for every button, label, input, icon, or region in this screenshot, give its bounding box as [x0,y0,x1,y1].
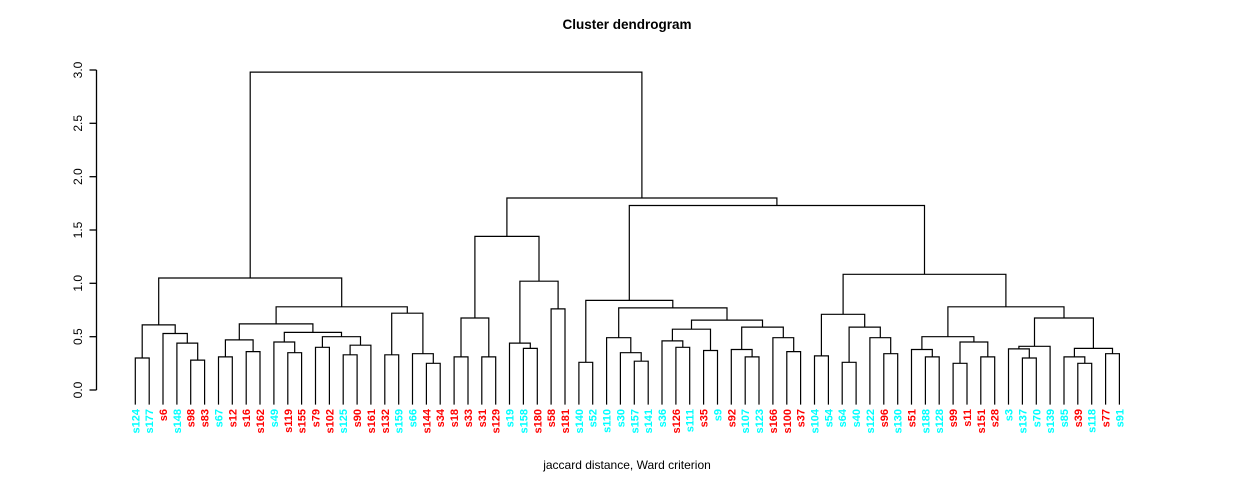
leaf-label: s180 [532,409,544,433]
leaf-label: s83 [200,409,212,427]
leaf-label: s129 [491,409,503,433]
leaf-label: s3 [1004,409,1016,421]
leaf-label: s28 [990,409,1002,427]
leaf-label: s125 [338,409,350,433]
leaf-label: s148 [172,409,184,433]
leaf-label: s58 [546,409,558,427]
leaf-label: s151 [976,409,988,433]
leaf-label: s118 [1087,409,1099,433]
leaf-label: s30 [615,409,627,427]
leaf-label: s166 [768,409,780,433]
leaf-label: s122 [865,409,877,433]
leaf-label: s181 [560,409,572,433]
leaf-label: s90 [352,409,364,427]
leaf-label: s77 [1101,409,1113,427]
leaf-label: s91 [1114,409,1126,427]
y-tick-label: 3.0 [71,61,85,78]
leaf-label: s16 [241,409,253,427]
y-tick-label: 2.0 [71,168,85,185]
leaf-label: s128 [934,409,946,433]
leaf-label: s132 [380,409,392,433]
leaf-label: s52 [588,409,600,427]
leaf-label: s100 [782,409,794,433]
leaf-label: s96 [879,409,891,427]
tree-segments [134,71,1120,405]
y-tick-label: 1.0 [71,275,85,292]
leaf-label: s137 [1017,409,1029,433]
leaf-labels: s124 s177 s6 s148 s98 s83 s67 s12 s16 s162 s49 s119… [130,408,1126,433]
y-tick-label: 2.5 [71,115,85,132]
leaf-label: s6 [158,409,170,421]
leaf-label: s40 [851,409,863,427]
leaf-label: s102 [324,409,336,433]
leaf-label: s123 [754,409,766,433]
leaf-label: s70 [1031,409,1043,427]
leaf-label: s111 [685,409,697,432]
leaf-label: s66 [408,409,420,427]
y-tick-label: 1.5 [71,221,85,238]
leaf-label: s155 [297,409,309,433]
leaf-label: s119 [283,409,295,433]
leaf-label: s19 [505,409,517,427]
leaf-label: s158 [518,409,530,433]
leaf-label: s124 [130,408,142,433]
dendrogram-tree [134,71,1120,405]
y-axis: 0.0 0.5 1.0 1.5 2.0 2.5 3.0 [71,61,98,398]
chart-title: Cluster dendrogram [562,17,691,32]
leaf-label: s139 [1045,409,1057,433]
leaf-label: s39 [1073,409,1085,427]
leaf-label: s92 [726,409,738,427]
leaf-label: s110 [602,409,614,433]
y-tick-label: 0.5 [71,328,85,345]
leaf-label: s79 [311,409,323,427]
leaf-label: s162 [255,409,267,433]
leaf-label: s107 [740,409,752,433]
leaf-label: s130 [893,409,905,433]
leaf-label: s141 [643,409,655,433]
leaf-label: s9 [713,409,725,421]
leaf-label: s67 [214,409,226,427]
leaf-label: s54 [823,408,835,427]
leaf-label: s36 [657,409,669,427]
leaf-label: s140 [574,409,586,433]
y-tick-label: 0.0 [71,381,85,398]
leaf-label: s159 [394,409,406,433]
leaf-label: s104 [810,408,822,433]
leaf-label: s18 [449,409,461,427]
leaf-label: s51 [907,409,919,427]
leaf-label: s161 [366,409,378,433]
leaf-label: s144 [421,408,433,433]
leaf-label: s49 [269,409,281,427]
leaf-label: s126 [671,409,683,433]
leaf-label: s98 [186,409,198,427]
leaf-label: s99 [948,409,960,427]
leaf-label: s64 [837,408,849,427]
leaf-label: s188 [920,409,932,433]
leaf-label: s85 [1059,409,1071,427]
leaf-label: s31 [477,409,489,427]
leaf-label: s37 [796,409,808,427]
leaf-label: s34 [435,408,447,427]
leaf-label: s12 [227,409,239,427]
leaf-label: s177 [144,409,156,433]
leaf-label: s33 [463,409,475,427]
leaf-label: s11 [962,409,974,427]
leaf-label: s157 [629,409,641,433]
x-axis-label: jaccard distance, Ward criterion [542,458,711,472]
leaf-label: s35 [699,409,711,427]
